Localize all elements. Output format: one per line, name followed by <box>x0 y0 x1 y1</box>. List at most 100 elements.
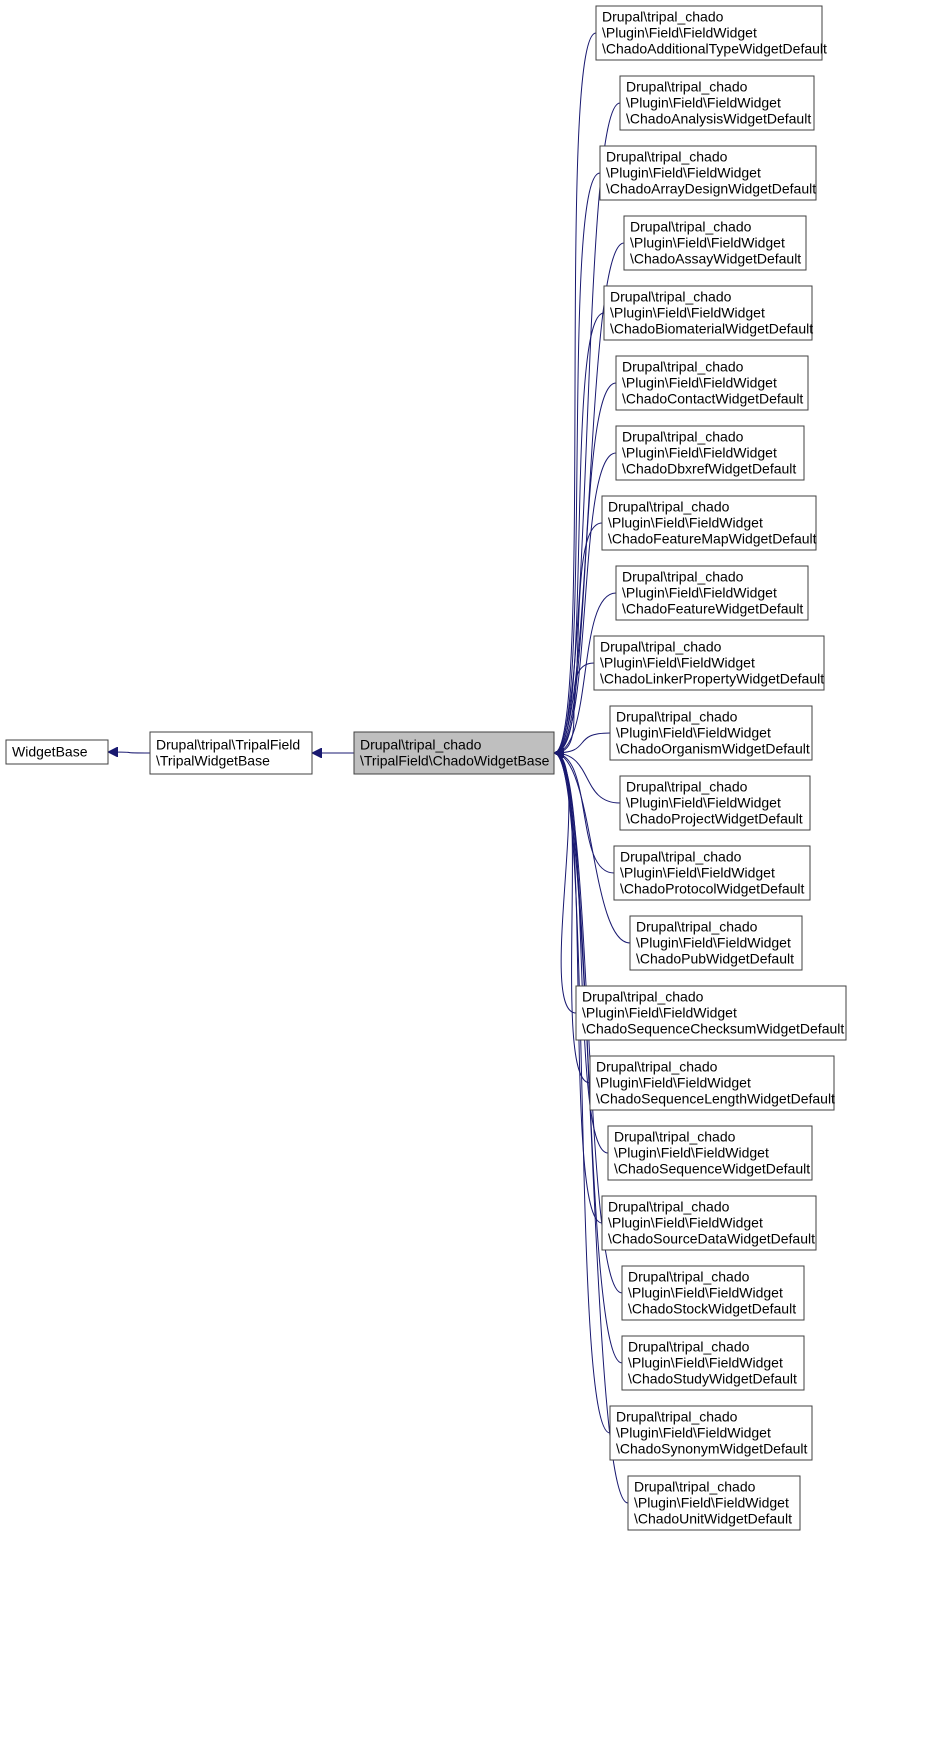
class-node-line: \ChadoSourceDataWidgetDefault <box>608 1230 815 1246</box>
class-node-line: Drupal\tripal_chado <box>630 218 752 234</box>
inheritance-edge <box>108 752 150 753</box>
class-node-line: \Plugin\Field\FieldWidget <box>614 1144 769 1160</box>
class-node-line: \ChadoStockWidgetDefault <box>628 1300 796 1316</box>
class-node-line: \TripalWidgetBase <box>156 752 270 768</box>
class-node-n14[interactable]: Drupal\tripal_chado\Plugin\Field\FieldWi… <box>576 986 846 1040</box>
class-node-line: \Plugin\Field\FieldWidget <box>610 304 765 320</box>
class-node-line: \Plugin\Field\FieldWidget <box>602 24 757 40</box>
class-node-tripalwidgetbase[interactable]: Drupal\tripal\TripalField\TripalWidgetBa… <box>150 732 312 774</box>
class-node-line: \Plugin\Field\FieldWidget <box>630 234 785 250</box>
class-node-line: Drupal\tripal_chado <box>610 288 732 304</box>
class-node-line: \Plugin\Field\FieldWidget <box>608 1214 763 1230</box>
class-node-line: \Plugin\Field\FieldWidget <box>582 1004 737 1020</box>
class-node-n16[interactable]: Drupal\tripal_chado\Plugin\Field\FieldWi… <box>608 1126 812 1180</box>
class-node-line: Drupal\tripal_chado <box>622 358 744 374</box>
class-node-line: Drupal\tripal_chado <box>628 1268 750 1284</box>
class-node-line: Drupal\tripal_chado <box>600 638 722 654</box>
class-node-line: \ChadoDbxrefWidgetDefault <box>622 460 796 476</box>
class-node-line: \Plugin\Field\FieldWidget <box>628 1354 783 1370</box>
class-node-n7[interactable]: Drupal\tripal_chado\Plugin\Field\FieldWi… <box>602 496 817 550</box>
inheritance-diagram: WidgetBaseDrupal\tripal\TripalField\Trip… <box>0 0 935 1747</box>
class-node-n12[interactable]: Drupal\tripal_chado\Plugin\Field\FieldWi… <box>614 846 810 900</box>
class-node-n19[interactable]: Drupal\tripal_chado\Plugin\Field\FieldWi… <box>622 1336 804 1390</box>
class-node-line: Drupal\tripal_chado <box>626 78 748 94</box>
class-node-line: \TripalField\ChadoWidgetBase <box>360 752 550 768</box>
class-node-line: Drupal\tripal_chado <box>628 1338 750 1354</box>
class-node-line: \Plugin\Field\FieldWidget <box>622 444 777 460</box>
class-node-line: Drupal\tripal_chado <box>360 736 482 752</box>
class-node-line: \Plugin\Field\FieldWidget <box>616 724 771 740</box>
class-node-n5[interactable]: Drupal\tripal_chado\Plugin\Field\FieldWi… <box>616 356 808 410</box>
class-node-line: \ChadoLinkerPropertyWidgetDefault <box>600 670 824 686</box>
class-node-n9[interactable]: Drupal\tripal_chado\Plugin\Field\FieldWi… <box>594 636 824 690</box>
class-node-line: \ChadoProtocolWidgetDefault <box>620 880 805 896</box>
inheritance-edge <box>554 383 616 753</box>
class-node-line: \ChadoOrganismWidgetDefault <box>616 740 810 756</box>
class-node-line: Drupal\tripal_chado <box>636 918 758 934</box>
class-node-line: \ChadoContactWidgetDefault <box>622 390 803 406</box>
class-node-line: Drupal\tripal_chado <box>596 1058 718 1074</box>
class-node-line: \Plugin\Field\FieldWidget <box>608 514 763 530</box>
class-node-line: \Plugin\Field\FieldWidget <box>636 934 791 950</box>
class-node-line: \ChadoAdditionalTypeWidgetDefault <box>602 40 827 56</box>
class-node-n20[interactable]: Drupal\tripal_chado\Plugin\Field\FieldWi… <box>610 1406 812 1460</box>
class-node-line: \ChadoSynonymWidgetDefault <box>616 1440 808 1456</box>
class-node-line: \ChadoAssayWidgetDefault <box>630 250 801 266</box>
class-node-n17[interactable]: Drupal\tripal_chado\Plugin\Field\FieldWi… <box>602 1196 816 1250</box>
class-node-line: Drupal\tripal_chado <box>616 1408 738 1424</box>
class-node-line: Drupal\tripal_chado <box>626 778 748 794</box>
class-node-line: \Plugin\Field\FieldWidget <box>626 94 781 110</box>
class-node-line: Drupal\tripal_chado <box>582 988 704 1004</box>
class-node-n21[interactable]: Drupal\tripal_chado\Plugin\Field\FieldWi… <box>628 1476 800 1530</box>
class-node-n11[interactable]: Drupal\tripal_chado\Plugin\Field\FieldWi… <box>620 776 810 830</box>
class-node-line: \Plugin\Field\FieldWidget <box>626 794 781 810</box>
class-node-n4[interactable]: Drupal\tripal_chado\Plugin\Field\FieldWi… <box>604 286 813 340</box>
inheritance-edge <box>554 753 614 873</box>
class-node-n1[interactable]: Drupal\tripal_chado\Plugin\Field\FieldWi… <box>620 76 814 130</box>
class-node-n10[interactable]: Drupal\tripal_chado\Plugin\Field\FieldWi… <box>610 706 812 760</box>
class-node-line: \Plugin\Field\FieldWidget <box>616 1424 771 1440</box>
class-node-line: \ChadoAnalysisWidgetDefault <box>626 110 811 126</box>
class-node-line: \ChadoSequenceChecksumWidgetDefault <box>582 1020 844 1036</box>
class-node-line: Drupal\tripal_chado <box>602 8 724 24</box>
class-node-line: Drupal\tripal_chado <box>622 428 744 444</box>
class-node-n0[interactable]: Drupal\tripal_chado\Plugin\Field\FieldWi… <box>596 6 827 60</box>
class-node-n8[interactable]: Drupal\tripal_chado\Plugin\Field\FieldWi… <box>616 566 808 620</box>
class-node-line: \ChadoProjectWidgetDefault <box>626 810 803 826</box>
class-node-line: \Plugin\Field\FieldWidget <box>634 1494 789 1510</box>
class-node-line: Drupal\tripal_chado <box>634 1478 756 1494</box>
class-node-line: \ChadoFeatureWidgetDefault <box>622 600 803 616</box>
class-node-line: WidgetBase <box>12 743 88 759</box>
class-node-n15[interactable]: Drupal\tripal_chado\Plugin\Field\FieldWi… <box>590 1056 835 1110</box>
class-node-n2[interactable]: Drupal\tripal_chado\Plugin\Field\FieldWi… <box>600 146 816 200</box>
class-node-line: \Plugin\Field\FieldWidget <box>622 584 777 600</box>
class-node-line: Drupal\tripal_chado <box>608 498 730 514</box>
class-node-line: Drupal\tripal_chado <box>616 708 738 724</box>
class-node-n18[interactable]: Drupal\tripal_chado\Plugin\Field\FieldWi… <box>622 1266 804 1320</box>
class-node-line: \ChadoSequenceLengthWidgetDefault <box>596 1090 835 1106</box>
class-node-line: Drupal\tripal_chado <box>608 1198 730 1214</box>
class-node-line: \Plugin\Field\FieldWidget <box>600 654 755 670</box>
class-node-n6[interactable]: Drupal\tripal_chado\Plugin\Field\FieldWi… <box>616 426 804 480</box>
class-node-line: \ChadoPubWidgetDefault <box>636 950 794 966</box>
class-node-n3[interactable]: Drupal\tripal_chado\Plugin\Field\FieldWi… <box>624 216 806 270</box>
class-node-line: \Plugin\Field\FieldWidget <box>622 374 777 390</box>
class-node-line: \ChadoStudyWidgetDefault <box>628 1370 797 1386</box>
class-node-line: \Plugin\Field\FieldWidget <box>628 1284 783 1300</box>
class-node-line: \ChadoFeatureMapWidgetDefault <box>608 530 817 546</box>
class-node-widgetbase: WidgetBase <box>6 740 108 764</box>
class-node-n13[interactable]: Drupal\tripal_chado\Plugin\Field\FieldWi… <box>630 916 802 970</box>
class-node-line: \Plugin\Field\FieldWidget <box>596 1074 751 1090</box>
class-node-line: \ChadoUnitWidgetDefault <box>634 1510 792 1526</box>
class-node-line: Drupal\tripal\TripalField <box>156 736 300 752</box>
class-node-line: \ChadoSequenceWidgetDefault <box>614 1160 810 1176</box>
class-node-line: \ChadoArrayDesignWidgetDefault <box>606 180 816 196</box>
class-node-line: \Plugin\Field\FieldWidget <box>620 864 775 880</box>
class-node-line: Drupal\tripal_chado <box>620 848 742 864</box>
class-node-line: \Plugin\Field\FieldWidget <box>606 164 761 180</box>
class-node-line: Drupal\tripal_chado <box>622 568 744 584</box>
class-node-line: Drupal\tripal_chado <box>606 148 728 164</box>
class-node-line: \ChadoBiomaterialWidgetDefault <box>610 320 813 336</box>
class-node-line: Drupal\tripal_chado <box>614 1128 736 1144</box>
class-node-chadowidgetbase[interactable]: Drupal\tripal_chado\TripalField\ChadoWid… <box>354 732 554 774</box>
